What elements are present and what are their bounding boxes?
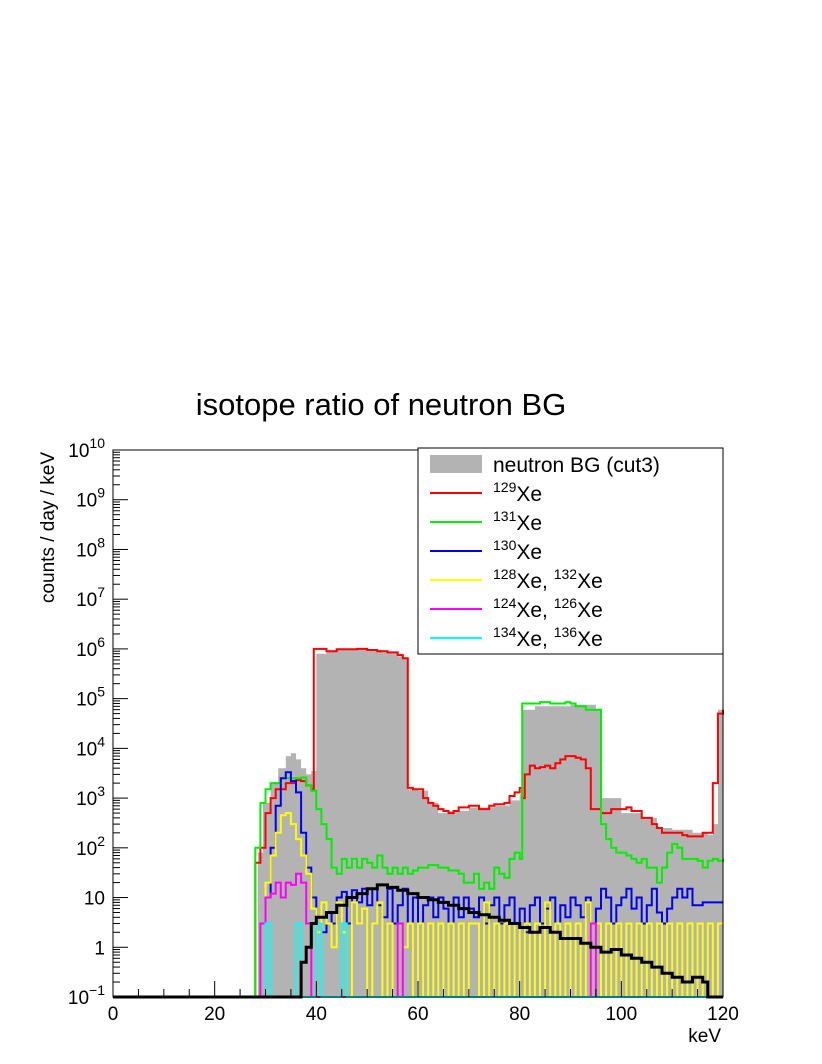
- y-tick-label: 1010: [68, 435, 105, 462]
- y-axis-title: counts / day / keV: [38, 452, 59, 603]
- x-axis-title: keV: [688, 1026, 721, 1047]
- legend-label: 134Xe, 136Xe: [493, 624, 603, 651]
- y-tick-label: 103: [76, 783, 105, 810]
- y-tick-label: 102: [76, 833, 105, 860]
- y-tick-label: 1: [94, 938, 105, 959]
- legend-label: neutron BG (cut3): [493, 454, 660, 477]
- series-xe124-126: [113, 872, 723, 998]
- legend-label: 129Xe: [493, 479, 542, 506]
- y-tick-label: 108: [76, 534, 105, 561]
- x-tick-label: 120: [707, 1004, 739, 1025]
- legend-label: 131Xe: [493, 508, 542, 535]
- series-black: [113, 883, 723, 999]
- x-tick-label: 100: [605, 1004, 637, 1025]
- axes-layer: 0 20 40 60 80 100 120 10−1 1 10 102 103 104 105 106 107…: [68, 435, 739, 1025]
- legend-swatch: [430, 455, 482, 473]
- y-tick-label: 10−1: [68, 982, 105, 1009]
- x-tick-label: 0: [108, 1004, 119, 1025]
- y-tick-label: 107: [76, 584, 105, 611]
- y-tick-label: 106: [76, 634, 105, 661]
- y-tick-label: 109: [76, 485, 105, 512]
- legend-label: 130Xe: [493, 537, 542, 564]
- series-xe131: [113, 701, 724, 998]
- y-tick-label: 104: [76, 733, 105, 760]
- y-tick-label: 10: [84, 889, 105, 910]
- chart-title: isotope ratio of neutron BG: [196, 387, 567, 422]
- y-tick-label: 105: [76, 684, 105, 711]
- x-tick-label: 20: [204, 1004, 225, 1025]
- x-tick-label: 40: [306, 1004, 327, 1025]
- legend-label: 124Xe, 126Xe: [493, 595, 603, 622]
- series-xe129: [113, 647, 724, 998]
- legend-label: 128Xe, 132Xe: [493, 566, 603, 593]
- x-tick-label: 80: [509, 1004, 530, 1025]
- series-layer: [113, 647, 724, 999]
- x-tick-label: 60: [407, 1004, 428, 1025]
